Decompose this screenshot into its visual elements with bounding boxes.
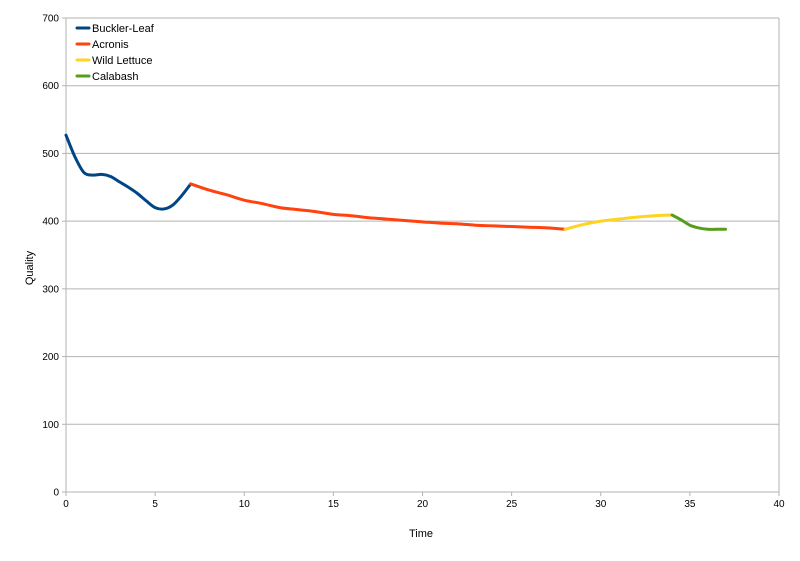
legend-label-wild-lettuce: Wild Lettuce	[92, 55, 153, 67]
y-tick-label: 200	[42, 352, 59, 363]
y-tick-label: 500	[42, 149, 59, 160]
y-tick-label: 0	[53, 488, 59, 499]
series-line-calabash	[670, 213, 728, 231]
x-tick-label: 30	[595, 499, 607, 510]
legend-label-acronis: Acronis	[92, 39, 129, 51]
series-line-acronis	[189, 182, 567, 231]
y-tick-label: 100	[42, 420, 59, 431]
legend-label-buckler-leaf: Buckler-Leaf	[92, 23, 155, 35]
x-tick-label: 20	[417, 499, 429, 510]
series-lines	[64, 133, 728, 231]
x-tick-label: 5	[152, 499, 158, 510]
x-tick-label: 25	[506, 499, 518, 510]
x-axis-title: Time	[409, 528, 433, 540]
x-tick-label: 40	[773, 499, 785, 510]
legend: Buckler-Leaf Acronis Wild Lettuce Calabash	[75, 23, 155, 83]
y-tick-label: 300	[42, 284, 59, 295]
series-line-wild-lettuce	[563, 213, 674, 231]
axes: 0 100 200 300 400 500 600 700 0 5 10 15 20 25 30 35 40	[42, 14, 785, 511]
x-tick-label: 0	[63, 499, 69, 510]
x-tick-label: 35	[684, 499, 696, 510]
x-tick-label: 10	[239, 499, 251, 510]
series-line-buckler-leaf	[64, 133, 193, 211]
grid-lines	[66, 17, 779, 493]
y-tick-label: 400	[42, 217, 59, 228]
y-axis-title: Quality	[24, 250, 36, 285]
legend-label-calabash: Calabash	[92, 71, 138, 83]
x-tick-label: 15	[328, 499, 340, 510]
y-tick-label: 700	[42, 14, 59, 25]
y-tick-label: 600	[42, 81, 59, 92]
